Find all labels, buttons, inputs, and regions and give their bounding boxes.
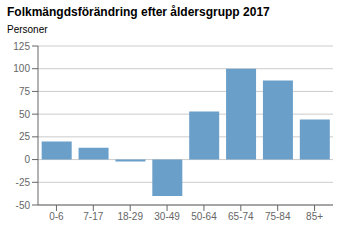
svg-text:50: 50 bbox=[19, 109, 31, 120]
svg-text:85+: 85+ bbox=[306, 211, 323, 222]
svg-text:18-29: 18-29 bbox=[117, 211, 143, 222]
svg-text:0: 0 bbox=[24, 154, 30, 165]
svg-text:25: 25 bbox=[19, 131, 31, 142]
svg-text:50-64: 50-64 bbox=[191, 211, 217, 222]
svg-text:-25: -25 bbox=[16, 177, 31, 188]
svg-text:-50: -50 bbox=[16, 200, 31, 211]
html-text:Folkmängdsförändring efter åld: Folkmängdsförändring efter åldersgrupp 2… bbox=[7, 5, 270, 19]
html-text:Personer: Personer bbox=[7, 24, 48, 35]
svg-text:7-17: 7-17 bbox=[83, 211, 103, 222]
svg-text:100: 100 bbox=[13, 63, 30, 74]
svg-text:0-6: 0-6 bbox=[49, 211, 64, 222]
svg-text:30-49: 30-49 bbox=[154, 211, 180, 222]
svg-text:75-84: 75-84 bbox=[265, 211, 291, 222]
svg-text:75: 75 bbox=[19, 86, 31, 97]
svg-text:65-74: 65-74 bbox=[228, 211, 254, 222]
svg-text:125: 125 bbox=[13, 41, 30, 52]
